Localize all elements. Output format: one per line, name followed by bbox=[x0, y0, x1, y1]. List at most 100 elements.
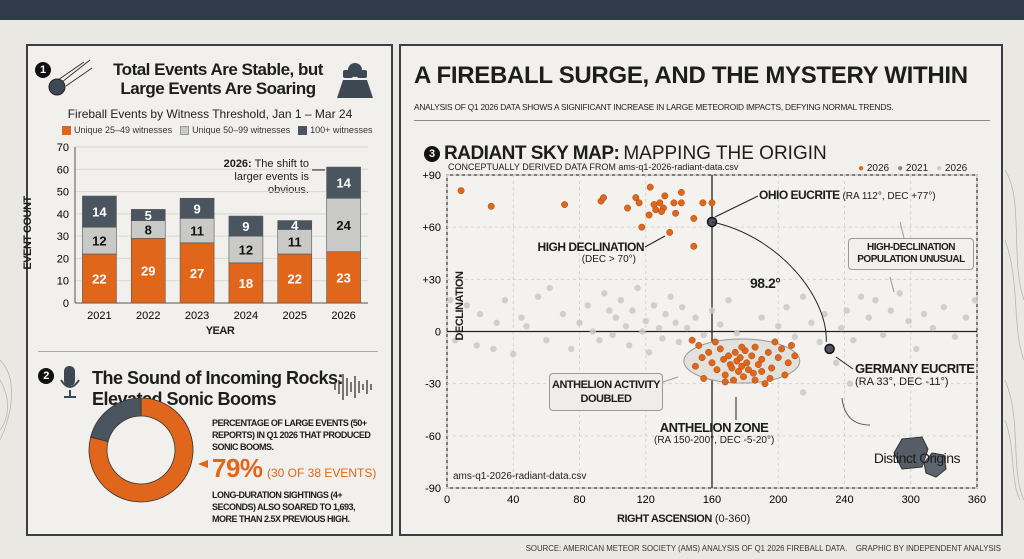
data-point bbox=[865, 314, 872, 321]
legend-item: ● 2021 bbox=[897, 163, 929, 174]
sonic-stat: 79% (30 OF 38 EVENTS) bbox=[212, 453, 376, 484]
data-point bbox=[658, 208, 665, 215]
data-point bbox=[677, 199, 685, 207]
bar-value-label: 8 bbox=[145, 222, 152, 237]
bar-segment bbox=[326, 166, 361, 199]
donut-slice bbox=[90, 397, 142, 443]
data-point bbox=[609, 331, 616, 339]
data-point bbox=[490, 345, 497, 353]
data-point bbox=[783, 303, 790, 311]
xlabel-bold: RIGHT ASCENSION bbox=[617, 513, 712, 525]
ylabel: DECLINATION bbox=[454, 271, 466, 341]
data-point bbox=[457, 187, 465, 195]
scatter-watermark: ams-q1-2026-radiant-data.csv bbox=[453, 471, 587, 482]
bar-legend: Unique 25–49 witnesses Unique 50–99 witn… bbox=[62, 125, 372, 135]
angle-label: 98.2° bbox=[750, 275, 781, 291]
bar-value-label: 11 bbox=[288, 235, 302, 250]
data-point bbox=[738, 343, 746, 351]
legend-item: 100+ witnesses bbox=[298, 125, 372, 135]
data-point bbox=[725, 352, 733, 360]
data-point bbox=[576, 319, 583, 327]
bar-value-label: 14 bbox=[336, 176, 351, 191]
data-point bbox=[850, 336, 857, 344]
data-point bbox=[758, 355, 766, 363]
data-point bbox=[735, 368, 742, 375]
data-point bbox=[728, 364, 736, 372]
data-point bbox=[584, 302, 591, 309]
data-point bbox=[736, 354, 744, 362]
bar-x-label: YEAR bbox=[205, 325, 235, 337]
data-point bbox=[473, 342, 481, 349]
data-point bbox=[632, 194, 640, 202]
y-tick-label: 70 bbox=[57, 142, 69, 154]
data-point bbox=[799, 389, 807, 396]
bar-value-label: 12 bbox=[92, 234, 106, 249]
data-point bbox=[913, 345, 920, 353]
anthelion-callout: ANTHELION ACTIVITY DOUBLED bbox=[549, 373, 663, 411]
data-point bbox=[638, 223, 646, 231]
data-point bbox=[650, 302, 658, 309]
footer-source: SOURCE: AMERICAN METEOR SOCIETY (AMS) AN… bbox=[525, 544, 848, 553]
x-tick-label: 2025 bbox=[283, 310, 307, 322]
bar-annotation: 2026: The shift to larger events is obvi… bbox=[193, 158, 309, 197]
data-point bbox=[617, 297, 625, 304]
data-point bbox=[766, 375, 774, 382]
main-subtitle: ANALYSIS OF Q1 2026 DATA SHOWS A SIGNIFI… bbox=[414, 102, 894, 112]
data-point bbox=[768, 364, 776, 372]
data-point bbox=[690, 242, 698, 250]
data-point bbox=[642, 317, 649, 325]
data-point bbox=[905, 317, 912, 325]
data-point bbox=[808, 319, 815, 327]
scatter-x-label: RIGHT ASCENSION (0-360) bbox=[617, 513, 750, 525]
data-point bbox=[761, 380, 769, 388]
bar-segment bbox=[82, 195, 117, 228]
distinct-pointer bbox=[841, 397, 871, 426]
bar-value-label: 9 bbox=[242, 219, 249, 234]
data-point bbox=[699, 199, 707, 207]
x-tick-label: 2023 bbox=[185, 310, 209, 322]
data-point bbox=[612, 314, 620, 321]
bar-segment bbox=[130, 209, 166, 221]
xlabel-rest: (0-360) bbox=[711, 513, 751, 525]
data-point bbox=[646, 183, 654, 191]
source-file: ams-q1-2026-radiant-data.csv bbox=[618, 162, 739, 172]
y-tick-label: +90 bbox=[422, 170, 441, 182]
distinct-origins-label: Distinct Origins bbox=[873, 450, 961, 466]
section2-number: 2 bbox=[38, 368, 54, 384]
data-point bbox=[896, 290, 903, 297]
legend-swatch bbox=[180, 125, 190, 135]
data-point bbox=[675, 338, 683, 346]
bar-value-label: 29 bbox=[141, 264, 155, 279]
legend-label: 100+ witnesses bbox=[310, 125, 373, 135]
data-point bbox=[951, 333, 959, 340]
footer-credit: GRAPHIC BY INDEPENDENT ANALYSIS bbox=[855, 544, 1001, 553]
data-point bbox=[634, 284, 641, 292]
y-tick-label: 60 bbox=[57, 164, 69, 176]
data-point bbox=[656, 199, 664, 207]
data-point bbox=[678, 303, 686, 311]
x-tick-label: 40 bbox=[507, 494, 519, 506]
source-prefix: CONCEPTUALLY DERIVED DATA FROM bbox=[448, 162, 619, 172]
binoculars-person-icon bbox=[337, 63, 373, 98]
bar-value-label: 27 bbox=[190, 266, 204, 281]
data-point bbox=[695, 341, 703, 349]
bar-segment bbox=[130, 238, 166, 304]
data-point bbox=[688, 336, 696, 344]
data-point bbox=[700, 375, 708, 382]
bar-segment bbox=[179, 197, 215, 219]
data-point bbox=[476, 310, 484, 318]
data-point bbox=[622, 323, 630, 330]
x-tick-label: 2024 bbox=[234, 310, 258, 322]
legend-label: 2021 bbox=[905, 163, 929, 174]
x-tick-label: 120 bbox=[637, 494, 655, 506]
data-point bbox=[635, 199, 643, 207]
data-point bbox=[683, 324, 691, 332]
ohio-name: OHIO EUCRITE bbox=[759, 188, 840, 202]
x-tick-label: 2021 bbox=[87, 310, 111, 322]
data-point bbox=[758, 368, 766, 375]
data-point bbox=[666, 228, 674, 236]
data-point bbox=[452, 336, 459, 344]
data-point bbox=[711, 338, 719, 346]
legend-swatch bbox=[298, 125, 308, 135]
y-tick-label: 0 bbox=[63, 298, 69, 310]
